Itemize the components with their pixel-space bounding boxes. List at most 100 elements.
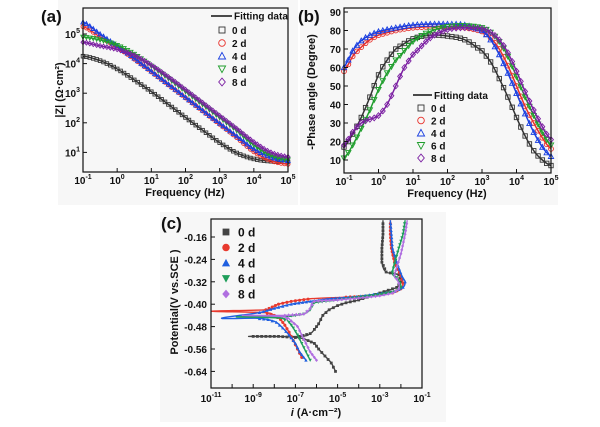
panel-c-data-point [285,300,289,304]
panel-c-data-point [398,276,402,280]
panel-c-data-point [392,253,397,257]
panel-c-data-point [403,280,407,284]
panel-b-data-point [496,75,502,82]
panel-a-y-tick-label: 105 [65,28,80,41]
panel-c-data-point [397,267,401,271]
panel-c-data-point [398,243,402,247]
panel-c-data-point [394,289,398,293]
panel-c-x-tick-label: 10-11 [201,392,222,405]
panel-b-data-point [392,57,400,64]
panel-b-y-tick-label: 50 [330,82,342,93]
panel-c-data-point [340,297,344,302]
panel-c-data-point [284,329,288,333]
panel-c-data-point [257,310,262,314]
panel-b-phase-angle: (b) 10-1 100 101 102 103 104 105 10 20 30 40 50 60 7… [298,0,559,205]
panel-c-data-point [399,251,403,256]
panel-c-data-point [390,270,395,274]
panel-b-x-tick-label: 101 [405,175,420,188]
panel-b-data-point [371,83,377,89]
panel-b-data-point [397,72,404,80]
panel-c-data-point [381,236,385,240]
panel-a-data-point [169,104,175,110]
panel-c-data-point [295,345,300,349]
panel-a-y-tick-label: 102 [65,117,80,130]
panel-a-x-tick-label: 10-1 [74,174,91,187]
panel-c-data-point [302,337,306,342]
panel-b-data-point [526,141,533,147]
panel-c-data-point [273,304,277,308]
panel-c-data-point [395,254,399,258]
panel-b-x-tick-label: 104 [509,175,524,188]
panel-c-data-point [353,299,356,303]
panel-a-data-point [183,115,188,120]
panel-c-data-point [297,337,302,341]
panel-b-data-point [517,100,525,107]
panel-b-data-point [539,157,546,163]
panel-c-data-point [281,326,285,330]
panel-b-x-tick-label: 10-1 [335,175,352,188]
panel-c-data-point [344,297,348,302]
panel-c-data-point [399,239,403,243]
panel-c-data-point [302,346,306,350]
panel-c-data-point [348,297,352,301]
panel-a-data-point [152,91,157,97]
panel-c-data-point [391,250,396,254]
panel-a-y-tick-label: 104 [65,58,80,71]
panel-a-data-point [213,138,219,143]
panel-c-y-tick-label: -0.16 [184,233,207,244]
panel-c-data-point [310,303,314,307]
panel-b-fit-line [343,26,552,146]
panel-c-data-point [389,232,394,236]
panel-b-data-point [487,59,494,65]
panel-c-data-point [289,302,293,306]
panel-c-y-tick-label: -0.24 [184,255,207,266]
panel-b-data-point [349,47,357,54]
panel-c-data-point [283,323,287,327]
panel-b-data-point [475,45,481,51]
panel-c-data-point [324,298,328,303]
panel-b-data-point [513,89,520,97]
panel-b-legend: Fitting data 0 d 2 d4 d 6 d8 d [413,91,488,165]
panel-b-data-point [366,107,374,114]
panel-c-data-point [302,355,306,359]
panel-c-data-point [308,358,312,362]
panel-b-data-point [384,100,391,109]
panel-c-data-point [401,285,405,289]
panel-a-data-point [217,140,222,145]
legend-label: 2 d [232,39,246,50]
panel-b-data-point [344,56,352,63]
legend-label: 4 d [431,129,445,140]
panel-c-data-point [294,336,297,339]
panel-c-data-point [262,317,266,321]
panel-c-x-tick-label: 10-5 [329,392,346,405]
panel-b-data-point [379,78,387,85]
panel-c-data-point [295,333,300,337]
panel-b-data-point [396,53,404,60]
panel-b-data-point [504,69,512,76]
panel-b-data-point [500,59,507,67]
panel-c-data-point [257,316,262,321]
panel-c-data-point [400,248,404,252]
panel-c-data-point [298,335,302,338]
panel-c-data-point [391,266,396,270]
panel-c-data-point [352,296,357,301]
panel-c-data-point [332,298,336,303]
panel-c-y-axis-title: Potential(V vs.SCE ) [169,249,181,354]
panel-c-data-point [290,313,294,317]
panel-c-data-point [316,299,320,303]
panel-c-data-point [265,311,269,316]
panel-a-series-8d [80,39,291,160]
panel-c-data-point [300,342,304,346]
panel-a-x-tick-label: 105 [280,174,295,187]
panel-c-data-point [396,250,400,254]
panel-c-data-point [401,277,406,281]
panel-a-data-point [138,82,144,87]
panel-c-data-point [300,352,304,356]
panel-b-data-point [345,135,352,143]
panel-c-data-point [401,240,405,244]
panel-c-data-point [389,225,393,229]
legend-marker-circle [417,116,425,125]
panel-a-data-point [186,117,192,123]
legend-marker-diamond [417,153,425,163]
panel-c-data-point [268,307,273,311]
